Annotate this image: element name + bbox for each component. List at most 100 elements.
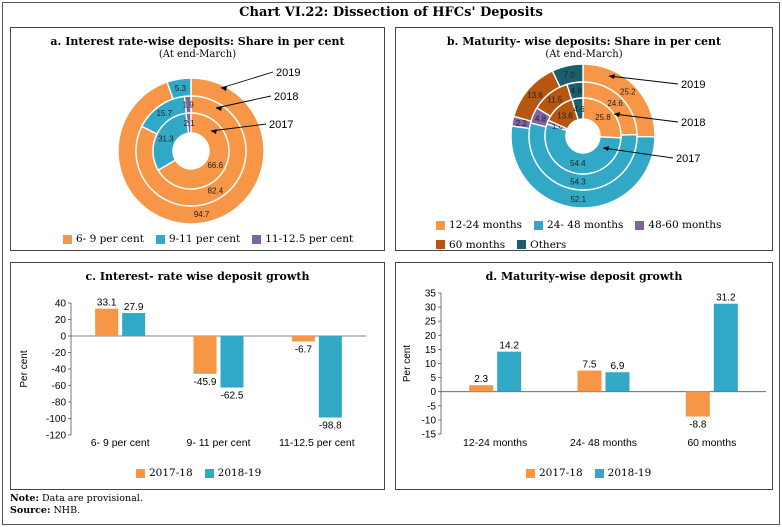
panel-c-bar-2017-18-6-9-per-cent bbox=[95, 308, 119, 336]
panel-a-slice-label: 31.3 bbox=[158, 135, 174, 144]
panel-a-ring-label-2018: 2018 bbox=[274, 91, 298, 103]
panel-c-data-label: 27.9 bbox=[124, 302, 144, 313]
panel-b-slice-label: 4.6 bbox=[573, 105, 585, 114]
panel-b-slice-2017-others bbox=[571, 97, 584, 121]
panel-a-ring-arrowhead bbox=[216, 106, 222, 111]
note: Note: Data are provisional. bbox=[10, 493, 143, 504]
panel-d-y-tick-label: 5 bbox=[430, 373, 436, 384]
panel-a-slice-label: 82.4 bbox=[208, 187, 224, 196]
panel-d-y-tick-label: 20 bbox=[425, 331, 437, 342]
panel-b-ring-label-2017: 2017 bbox=[676, 153, 700, 165]
panel-a-legend-9-11-per-cent: 9-11 per cent bbox=[155, 233, 240, 245]
panel-a-slice-2017-11-12-5-per-cent bbox=[185, 112, 192, 134]
panel-a-subtitle: (At end-March) bbox=[158, 49, 237, 60]
panel-a-slice-label: 1.9 bbox=[183, 101, 195, 110]
panel-a-slice-label: 94.7 bbox=[194, 210, 210, 219]
panel-c-bars: 40 20 0 -20 -40 -60 -80 -100 -120 Per cent 33.1 27.… bbox=[19, 298, 366, 449]
panel-b-legend-24-48-months: 24- 48 months bbox=[534, 216, 623, 234]
panel-b-maturity-share: b. Maturity- wise deposits: Share in per… bbox=[395, 27, 773, 251]
panel-d-data-label: 7.5 bbox=[583, 360, 597, 371]
panel-b-ring-arrow bbox=[613, 113, 679, 123]
panel-d-data-label: 6.9 bbox=[611, 361, 625, 372]
panel-d-legend-2017-18: 2017-18 bbox=[526, 467, 583, 479]
panel-b-slice-label: 54.3 bbox=[570, 178, 586, 187]
panel-d-y-tick-label: -15 bbox=[422, 430, 437, 441]
panel-c-legend-2017-18: 2017-18 bbox=[136, 467, 193, 479]
panel-a-ring-arrow bbox=[220, 71, 274, 89]
panel-b-subtitle: (At end-March) bbox=[545, 49, 623, 60]
panel-d-legend-label: 2017-18 bbox=[539, 467, 583, 479]
panel-a-ring-arrowhead bbox=[211, 129, 217, 134]
panel-c-data-label: -98.8 bbox=[319, 421, 342, 432]
panel-c-legend-label: 2017-18 bbox=[149, 467, 193, 479]
panel-d-legend-swatch bbox=[594, 468, 604, 478]
panel-a-ring-label-2017: 2017 bbox=[269, 119, 293, 131]
panel-d-bar-2018-19-60-months bbox=[713, 303, 738, 392]
panel-a-legend-label: 11-12.5 per cent bbox=[265, 233, 354, 245]
panel-c-data-label: -6.7 bbox=[295, 345, 313, 356]
panel-d-x-tick-label: 60 months bbox=[687, 437, 736, 449]
panel-a-interest-rate-share: a. Interest rate-wise deposits: Share in… bbox=[10, 27, 385, 251]
panel-a-title: a. Interest rate-wise deposits: Share in… bbox=[50, 35, 345, 48]
panel-d-data-label: -8.8 bbox=[689, 420, 707, 431]
panel-c-bar-2017-18-9-11-per-cent bbox=[193, 336, 217, 374]
panel-b-slice-label: 25.2 bbox=[620, 88, 636, 97]
panel-d-bar-2018-19-24-48-months bbox=[605, 372, 630, 392]
panel-b-legend-label: Others bbox=[530, 238, 567, 251]
source-label: Source: bbox=[10, 505, 51, 516]
panel-c-interest-growth: c. Interest- rate wise deposit growth 40… bbox=[10, 262, 385, 490]
panel-a-slice-label: 66.6 bbox=[207, 161, 223, 170]
panel-c-y-tick-label: -100 bbox=[46, 414, 66, 425]
panel-b-legend-label: 12-24 months bbox=[449, 219, 523, 231]
panel-a-slice-label: 15.7 bbox=[156, 109, 172, 118]
panel-d-legend-swatch bbox=[526, 468, 535, 478]
panel-b-slice-label: 13.6 bbox=[527, 91, 543, 100]
panel-b-slice-label: 24.6 bbox=[607, 99, 623, 108]
panel-b-legend-swatch bbox=[534, 220, 544, 230]
panel-b-ring-arrow bbox=[602, 147, 674, 159]
panel-d-data-label: 2.3 bbox=[474, 374, 488, 385]
panel-c-legend: 2017-18 2018-19 bbox=[136, 467, 273, 481]
panel-d-y-tick-label: 15 bbox=[425, 345, 437, 356]
panel-c-legend-swatch bbox=[204, 468, 214, 478]
panel-b-legend-swatch bbox=[436, 240, 445, 249]
panel-b-legend-label: 48-60 months bbox=[648, 219, 722, 231]
panel-a-legend: 6- 9 per cent 9-11 per cent 11-12.5 per ce… bbox=[63, 233, 365, 247]
panel-a-donut: 94.7 5.3 82.4 15.7 1.9 66.6 31.3 2.1 2019 2018 201… bbox=[117, 67, 300, 225]
panel-c-x-tick-label: 6- 9 per cent bbox=[91, 437, 150, 449]
panel-c-legend-swatch bbox=[136, 468, 145, 478]
panel-d-y-tick-label: 25 bbox=[425, 317, 437, 328]
note-label: Note: bbox=[10, 493, 39, 504]
panel-b-legend-label: 60 months bbox=[449, 238, 506, 251]
panel-c-x-tick-label: 9- 11 per cent bbox=[186, 437, 250, 449]
panel-a-slice-2017-6-9-per-cent bbox=[157, 112, 230, 190]
note-text: Data are provisional. bbox=[42, 493, 143, 504]
panel-c-title: c. Interest- rate wise deposit growth bbox=[85, 270, 310, 283]
panel-d-bar-2018-19-12-24-months bbox=[497, 351, 522, 392]
panel-b-ring-label-2018: 2018 bbox=[681, 117, 705, 129]
panel-c-data-label: -45.9 bbox=[194, 377, 217, 388]
panel-a-ring-arrow bbox=[215, 95, 272, 109]
panel-b-legend-swatch bbox=[436, 220, 445, 230]
panel-c-y-tick-label: 40 bbox=[55, 299, 67, 310]
panel-b-slice-label: 4.8 bbox=[535, 114, 547, 123]
panel-d-bars: 35 30 25 20 15 10 5 0 -5 -10 -15 Per cent 2.3 14.2 12-… bbox=[402, 289, 766, 449]
panel-b-slice-label: 2.2 bbox=[516, 119, 528, 128]
panel-b-slice-2017-24-48-months bbox=[544, 122, 622, 175]
panel-a-legend-label: 6- 9 per cent bbox=[76, 233, 144, 245]
source: Source: NHB. bbox=[10, 505, 80, 516]
panel-d-bar-2017-18-12-24-months bbox=[469, 385, 494, 392]
panel-a-legend-swatch bbox=[155, 234, 165, 244]
panel-c-y-label: Per cent bbox=[19, 350, 30, 387]
panel-c-y-tick-label: -80 bbox=[52, 398, 67, 409]
panel-a-legend-swatch bbox=[252, 234, 262, 244]
panel-d-y-label: Per cent bbox=[402, 345, 413, 382]
panel-d-y-tick-label: 30 bbox=[425, 303, 437, 314]
panel-d-y-tick-label: -10 bbox=[422, 415, 437, 426]
panel-a-legend-swatch bbox=[63, 234, 72, 244]
panel-c-bar-2017-18-11-12-5-per-cent bbox=[291, 336, 315, 342]
panel-c-data-label: -62.5 bbox=[221, 391, 244, 402]
panel-b-slice-label: 4.8 bbox=[571, 87, 583, 96]
panel-d-data-label: 31.2 bbox=[716, 293, 736, 304]
